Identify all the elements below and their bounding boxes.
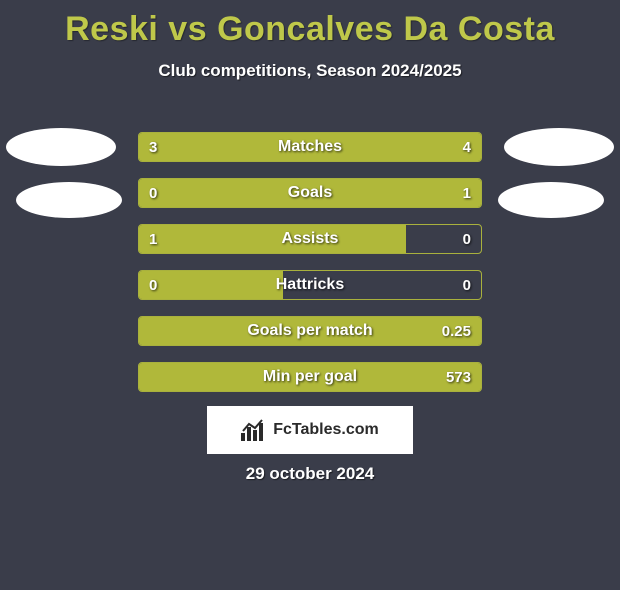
subtitle: Club competitions, Season 2024/2025 xyxy=(0,61,620,81)
stat-value-left: 1 xyxy=(149,225,157,253)
stat-value-right: 0 xyxy=(463,271,471,299)
player-right-avatar-2 xyxy=(498,182,604,218)
stat-value-left: 0 xyxy=(149,179,157,207)
bar-fill-right xyxy=(276,133,481,161)
bar-fill-left xyxy=(139,317,255,345)
brand-text: FcTables.com xyxy=(273,421,379,439)
bar-fill-left xyxy=(139,271,283,299)
stat-value-right: 4 xyxy=(463,133,471,161)
stat-value-right: 0 xyxy=(463,225,471,253)
bar-fill-left xyxy=(139,363,276,391)
bar-fill-left xyxy=(139,225,406,253)
stat-row: 573Min per goal xyxy=(138,362,482,392)
page-title: Reski vs Goncalves Da Costa xyxy=(0,10,620,49)
bar-fill-right xyxy=(207,179,481,207)
stat-row: 01Goals xyxy=(138,178,482,208)
stat-value-left: 0 xyxy=(149,271,157,299)
brand-badge: FcTables.com xyxy=(207,406,413,454)
player-right-avatar xyxy=(504,128,614,166)
bar-fill-left xyxy=(139,133,276,161)
stat-row: 10Assists xyxy=(138,224,482,254)
stat-row: 34Matches xyxy=(138,132,482,162)
date-label: 29 october 2024 xyxy=(0,464,620,484)
player-left-avatar-2 xyxy=(16,182,122,218)
comparison-bars: 34Matches01Goals10Assists00Hattricks0.25… xyxy=(138,132,482,408)
brand-logo-icon xyxy=(241,419,267,441)
stat-value-right: 0.25 xyxy=(442,317,471,345)
stat-row: 0.25Goals per match xyxy=(138,316,482,346)
player-left-avatar xyxy=(6,128,116,166)
stat-value-right: 1 xyxy=(463,179,471,207)
stat-row: 00Hattricks xyxy=(138,270,482,300)
stat-value-left: 3 xyxy=(149,133,157,161)
stat-value-right: 573 xyxy=(446,363,471,391)
